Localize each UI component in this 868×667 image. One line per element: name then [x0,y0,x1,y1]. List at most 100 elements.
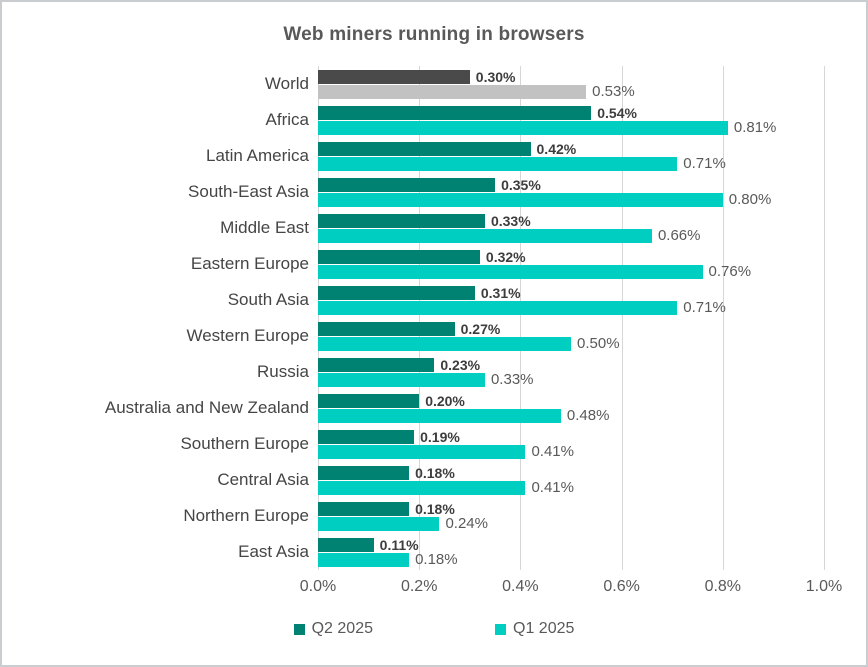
bar-q2-2025 [318,141,531,156]
x-tick-label: 0.8% [704,578,742,595]
bar-q2-2025 [318,249,480,264]
bar-line: 0.18% [318,501,824,516]
x-tick-label: 0.4% [502,578,539,595]
value-label: 0.41% [531,442,574,460]
bar-q2-2025 [318,105,592,120]
category-label: East Asia [238,542,309,561]
bar-group: 0.18% 0.41% [318,462,824,498]
chart-row: Southern Europe 0.19% 0.41% [12,426,858,462]
bar-line: 0.23% [318,356,824,373]
bar-q2-2025 [318,357,435,372]
bar-line: 0.27% [318,320,824,337]
value-label: 0.80% [728,190,772,208]
bar-line: 0.32% [318,248,824,265]
chart-title: Web miners running in browsers [283,24,585,45]
value-label: 0.32% [485,248,526,265]
gridline [318,66,319,570]
bar-q2-2025 [318,465,410,480]
bar-line: 0.20% [318,392,824,409]
value-label: 0.30% [475,68,516,85]
value-label: 0.18% [415,464,455,481]
value-label: 0.35% [501,176,541,193]
bar-group: 0.33% 0.66% [318,210,824,246]
category-label: Africa [265,110,309,129]
bar-line: 0.30% [318,68,824,85]
category-label: South Asia [227,290,309,309]
bar-line: 0.66% [318,228,824,243]
x-tick-label: 0.0% [299,578,337,595]
bar-line: 0.41% [318,442,824,460]
bar-line: 0.80% [318,190,824,208]
bar-q1-2025 [318,480,526,495]
gridlines [318,66,825,570]
value-label: 0.27% [460,320,501,337]
bar-group: 0.20% 0.48% [318,390,824,426]
category-label: World [264,74,309,93]
legend-label: Q2 2025 [311,620,373,637]
value-label: 0.41% [531,478,574,496]
chart-row: Russia 0.23% 0.33% [12,354,858,390]
bar-line: 0.71% [318,156,824,171]
bar-q2-2025 [318,393,420,408]
value-label: 0.33% [490,370,534,388]
bar-group: 0.18% 0.24% [318,498,824,534]
value-label: 0.19% [420,428,460,445]
bar-line: 0.42% [318,140,824,157]
bar-line: 0.53% [318,84,824,99]
bar-group: 0.32% 0.76% [318,246,824,282]
category-label: Western Europe [186,326,309,345]
legend-item: Q1 2025 [495,620,574,638]
category-label: South-East Asia [188,182,309,201]
value-label: 0.50% [577,334,620,352]
bar-q2-2025 [318,501,410,516]
bar-q2-2025 [318,321,455,336]
category-label: Southern Europe [180,434,309,453]
gridline [621,66,623,570]
category-label: Northern Europe [183,506,309,525]
bar-group: 0.30% 0.53% [318,66,824,102]
chart-row: Africa 0.54% 0.81% [12,102,858,138]
bar-line: 0.81% [318,120,824,135]
bar-q1-2025 [318,228,652,243]
chart-row: Middle East 0.33% 0.66% [12,210,858,246]
bar-q1-2025 [318,516,440,531]
bar-q1-2025 [318,120,728,135]
gridline [722,66,724,570]
category-label: Middle East [220,218,309,237]
bar-chart: World 0.30% 0.53% Africa 0.54% 0.81% Latin Ame… [12,66,858,602]
bar-q1-2025 [318,264,703,279]
bar-line: 0.31% [318,284,824,301]
legend-label: Q1 2025 [513,620,575,637]
bar-q2-2025 [318,213,485,228]
value-label: 0.20% [425,392,465,409]
bar-group: 0.42% 0.71% [318,138,824,174]
legend: Q2 2025 Q1 2025 [2,620,866,638]
bar-q2-2025 [318,429,415,444]
value-label: 0.76% [708,262,752,280]
bar-line: 0.48% [318,406,824,424]
chart-row: World 0.30% 0.53% [12,66,858,102]
bar-line: 0.41% [318,478,824,496]
chart-row: Australia and New Zealand 0.20% 0.48% [12,390,858,426]
bar-group: 0.23% 0.33% [318,354,824,390]
x-axis: 0.0% 0.2% 0.4% 0.6% 0.8% 1.0% [300,578,842,602]
bar-q1-2025 [318,444,526,459]
bar-q1-2025 [318,408,561,423]
value-label: 0.31% [480,284,521,301]
value-label: 0.23% [440,356,481,373]
value-label: 0.48% [566,406,610,424]
category-label: Central Asia [217,470,309,489]
bar-group: 0.19% 0.41% [318,426,824,462]
legend-swatch [293,623,305,635]
chart-row: Central Asia 0.18% 0.41% [12,462,858,498]
legend-item: Q2 2025 [293,620,373,638]
category-label: Russia [257,362,309,381]
bar-line: 0.19% [318,428,824,445]
bar-line: 0.35% [318,176,824,193]
value-label: 0.42% [536,140,577,157]
x-tick-label: 1.0% [805,578,843,595]
value-label: 0.33% [490,212,531,229]
gridline [824,66,825,570]
chart-row: Latin America 0.42% 0.71% [12,138,858,174]
